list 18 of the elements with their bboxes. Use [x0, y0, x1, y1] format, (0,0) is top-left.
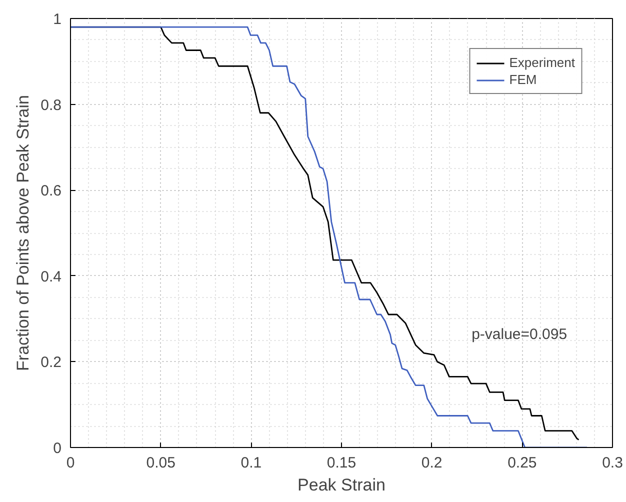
- x-tick-label: 0.25: [508, 454, 537, 472]
- y-tick-label: 1: [53, 11, 62, 28]
- x-tick-label: 0.05: [146, 454, 176, 472]
- x-tick-label: 0: [66, 454, 75, 472]
- legend-label: Experiment: [509, 55, 575, 70]
- y-tick-label: 0.4: [40, 268, 62, 286]
- y-axis-title: Fraction of Points above Peak Strain: [14, 95, 33, 371]
- legend-label: FEM: [509, 72, 537, 87]
- x-axis-title: Peak Strain: [298, 476, 386, 494]
- y-tick-label: 0.8: [40, 96, 62, 114]
- y-tick-label: 0.2: [40, 354, 62, 372]
- x-tick-label: 0.2: [421, 454, 442, 472]
- x-tick-label: 0.15: [326, 454, 356, 472]
- annotation: p-value=0.095: [472, 326, 568, 344]
- x-tick-label: 0.1: [240, 454, 262, 472]
- y-tick-label: 0.6: [40, 182, 62, 200]
- x-tick-label: 0.3: [602, 454, 623, 472]
- y-tick-label: 0: [53, 440, 62, 457]
